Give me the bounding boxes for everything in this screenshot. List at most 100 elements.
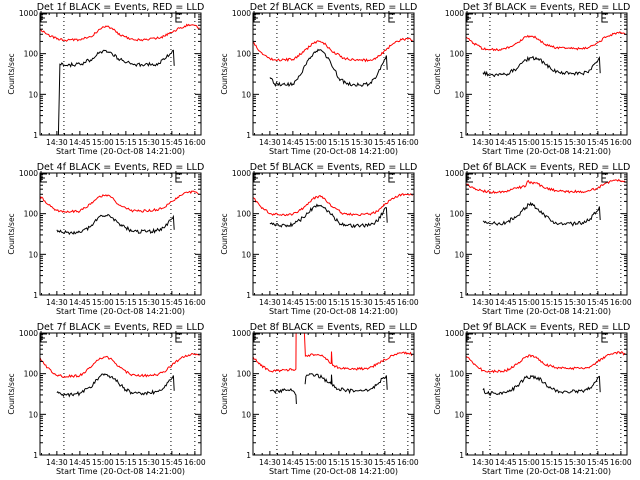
eclipse-marker-glyph xyxy=(253,333,260,343)
eclipse-marker xyxy=(175,171,182,183)
x-tick-label: 15:15 xyxy=(541,458,563,467)
series-lld-line xyxy=(39,23,200,42)
x-axis-label: Start Time (20-Oct-08 14:21:00) xyxy=(482,467,611,476)
x-tick-label: 14:45 xyxy=(69,298,91,307)
panel-title: Det 6f BLACK = Events, RED = LLD xyxy=(463,162,631,173)
y-axis-label: Counts/sec xyxy=(220,53,229,94)
y-tick-label: 10 xyxy=(241,90,251,99)
series-lld-line xyxy=(252,193,413,217)
y-tick-label: 1000 xyxy=(445,329,464,338)
x-tick-label: 14:45 xyxy=(282,458,304,467)
eclipse-marker-glyph xyxy=(388,333,395,343)
y-axis-label: Counts/sec xyxy=(7,373,16,414)
x-axis-label: Start Time (20-Oct-08 14:21:00) xyxy=(482,147,611,156)
eclipse-marker xyxy=(388,11,395,23)
x-tick-label: 15:30 xyxy=(564,138,586,147)
x-tick-label: 14:30 xyxy=(472,458,494,467)
x-tick-label: 15:45 xyxy=(374,298,396,307)
x-tick-label: 15:30 xyxy=(351,138,373,147)
panel-title: Det 7f BLACK = Events, RED = LLD xyxy=(37,322,205,333)
x-tick-label: 16:00 xyxy=(184,298,206,307)
y-tick-label: 1 xyxy=(33,451,38,460)
x-tick-label: 15:30 xyxy=(138,458,160,467)
panel-title: Det 4f BLACK = Events, RED = LLD xyxy=(37,162,205,173)
x-tick-label: 14:45 xyxy=(282,298,304,307)
x-tick-label: 14:45 xyxy=(495,138,517,147)
eclipse-marker-glyph xyxy=(40,13,47,23)
x-tick-label: 14:30 xyxy=(259,138,281,147)
x-tick-label: 15:15 xyxy=(328,458,350,467)
y-tick-label: 10 xyxy=(28,250,38,259)
x-tick-label: 16:00 xyxy=(610,298,632,307)
series-lld-line xyxy=(465,351,626,374)
eclipse-marker-glyph xyxy=(253,13,260,23)
x-tick-label: 15:30 xyxy=(351,458,373,467)
eclipse-marker xyxy=(466,171,473,183)
eclipse-marker-glyph xyxy=(466,173,473,183)
x-tick-label: 14:30 xyxy=(46,458,68,467)
x-tick-label: 15:00 xyxy=(518,458,540,467)
x-tick-label: 15:15 xyxy=(115,458,137,467)
x-tick-label: 15:00 xyxy=(92,138,114,147)
y-tick-label: 10 xyxy=(28,410,38,419)
y-tick-label: 1 xyxy=(459,451,464,460)
eclipse-marker-glyph xyxy=(388,13,395,23)
series-lld-line xyxy=(39,352,200,379)
eclipse-marker-glyph xyxy=(175,13,182,23)
eclipse-marker xyxy=(40,171,47,183)
y-tick-label: 10 xyxy=(241,410,251,419)
eclipse-marker xyxy=(388,171,395,183)
eclipse-marker-glyph xyxy=(40,333,47,343)
x-tick-label: 15:00 xyxy=(305,138,327,147)
x-axis-label: Start Time (20-Oct-08 14:21:00) xyxy=(56,467,185,476)
eclipse-marker-glyph xyxy=(601,173,608,183)
x-axis-label: Start Time (20-Oct-08 14:21:00) xyxy=(56,147,185,156)
x-tick-label: 15:15 xyxy=(115,298,137,307)
x-tick-label: 14:30 xyxy=(472,298,494,307)
x-tick-label: 15:30 xyxy=(351,298,373,307)
x-axis-label: Start Time (20-Oct-08 14:21:00) xyxy=(56,307,185,316)
eclipse-marker xyxy=(466,11,473,23)
panel-det-6: Det 6f BLACK = Events, RED = LLD 1 10 100 10… xyxy=(433,162,632,316)
y-tick-label: 100 xyxy=(237,210,252,219)
x-tick-label: 15:30 xyxy=(138,298,160,307)
y-tick-label: 100 xyxy=(24,370,39,379)
y-tick-label: 1 xyxy=(246,451,251,460)
x-tick-label: 15:45 xyxy=(161,458,183,467)
y-axis-label: Counts/sec xyxy=(7,213,16,254)
y-tick-label: 10 xyxy=(454,250,464,259)
x-tick-label: 14:30 xyxy=(472,138,494,147)
x-tick-label: 15:30 xyxy=(564,298,586,307)
x-tick-label: 15:45 xyxy=(161,298,183,307)
y-tick-label: 1000 xyxy=(232,169,251,178)
panel-title: Det 8f BLACK = Events, RED = LLD xyxy=(250,322,418,333)
x-tick-label: 15:45 xyxy=(161,138,183,147)
x-tick-label: 16:00 xyxy=(610,138,632,147)
x-tick-label: 16:00 xyxy=(397,298,419,307)
y-tick-label: 100 xyxy=(450,210,465,219)
plot-frame xyxy=(39,332,202,456)
y-axis-label: Counts/sec xyxy=(433,213,442,254)
x-tick-label: 15:45 xyxy=(374,138,396,147)
eclipse-marker-glyph xyxy=(40,173,47,183)
series-events-line xyxy=(56,213,175,236)
y-axis-label: Counts/sec xyxy=(220,213,229,254)
x-tick-label: 16:00 xyxy=(184,458,206,467)
eclipse-marker xyxy=(40,11,47,23)
y-tick-label: 1 xyxy=(459,291,464,300)
x-tick-label: 15:00 xyxy=(305,298,327,307)
y-tick-label: 100 xyxy=(24,210,39,219)
panel-title: Det 3f BLACK = Events, RED = LLD xyxy=(463,2,631,13)
y-tick-label: 10 xyxy=(454,410,464,419)
eclipse-marker-glyph xyxy=(601,13,608,23)
x-tick-label: 15:45 xyxy=(587,458,609,467)
eclipse-marker xyxy=(601,171,608,183)
eclipse-marker xyxy=(253,171,260,183)
y-tick-label: 1000 xyxy=(19,329,38,338)
x-axis-label: Start Time (20-Oct-08 14:21:00) xyxy=(269,307,398,316)
panel-det-3: Det 3f BLACK = Events, RED = LLD 1 10 100 10… xyxy=(433,2,632,156)
x-tick-label: 14:45 xyxy=(69,138,91,147)
series-events-line xyxy=(482,374,601,396)
y-tick-label: 1 xyxy=(33,131,38,140)
x-tick-label: 15:00 xyxy=(92,458,114,467)
